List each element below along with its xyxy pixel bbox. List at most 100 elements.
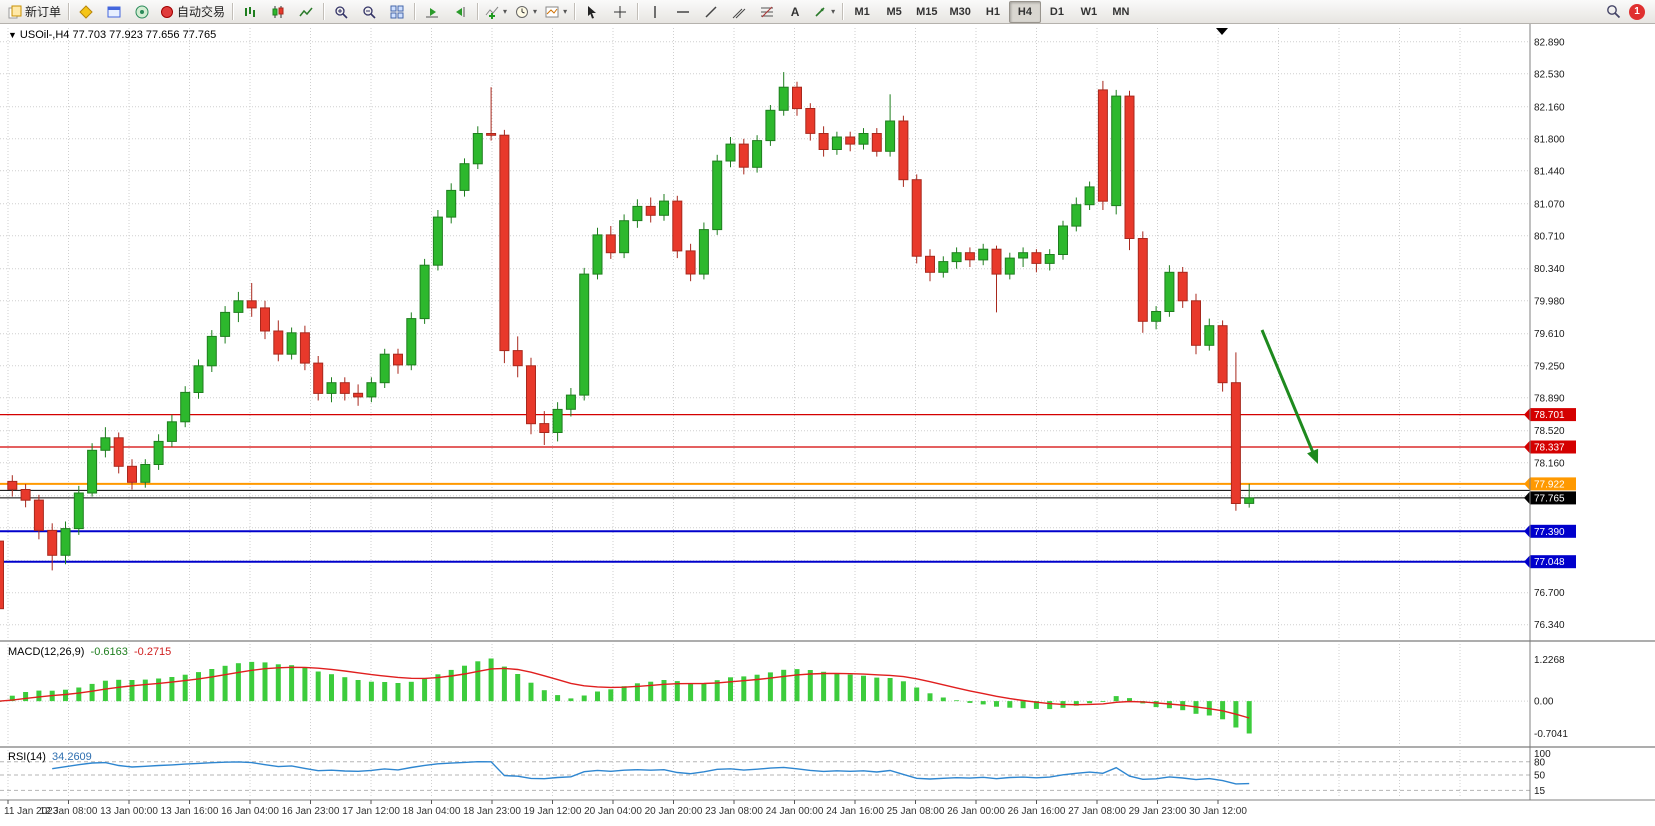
metaeditor-button[interactable] [72,1,100,23]
price-axis-label: 79.250 [1534,361,1565,372]
zoom-out-button[interactable] [355,1,383,23]
bar-chart-button[interactable] [236,1,264,23]
candlestick-chart-button[interactable] [264,1,292,23]
timeframe-mn-button[interactable]: MN [1112,5,1130,18]
candle-body [127,465,137,483]
cursor-button[interactable] [578,1,606,23]
new-order-label: 新订单 [25,5,62,19]
chart-shift-button[interactable] [446,1,474,23]
candle-body [233,300,244,313]
cursor-icon [585,5,599,19]
timeframe-h4-button[interactable]: H4 [1008,0,1041,23]
candle-body [1004,257,1015,275]
chart-marker-triangle[interactable] [1216,28,1228,35]
line-chart-icon [299,5,313,19]
rsi-label-text: RSI(14) [8,751,46,763]
time-axis-label: 26 Jan 00:00 [947,806,1005,817]
candle-body [1217,325,1228,384]
trendline-button[interactable] [697,1,725,23]
rsi-axis-label: 100 [1534,749,1551,760]
candle-body [1084,186,1095,206]
arrows-tool-button[interactable]: ▾ [809,1,839,23]
rsi-axis-label: 15 [1534,786,1546,797]
time-axis-label: 19 Jan 12:00 [524,806,582,817]
timeframe-d1-button[interactable]: D1 [1049,5,1064,18]
candle-body [100,437,111,451]
time-axis-label: 18 Jan 23:00 [463,806,521,817]
macd-label-text: MACD(12,26,9) [8,646,85,658]
navigator-icon [135,5,149,19]
toolbar-separator [414,3,416,20]
tile-windows-button[interactable] [383,1,411,23]
candle-body [260,307,270,332]
autotrading-button[interactable]: 自动交易 [156,1,229,23]
price-badge: 77.922 [1524,477,1576,491]
terminal-button[interactable] [100,1,128,23]
candle-body [366,382,377,398]
notification-badge[interactable]: 1 [1629,3,1645,20]
templates-icon [545,5,559,19]
green-arrow-annotation[interactable] [1260,329,1319,464]
candle-body [659,200,669,216]
candle-body [512,350,523,367]
candle-body [1151,311,1162,322]
candle-body [1071,204,1082,227]
zoom-in-button[interactable] [327,1,355,23]
candle-body [645,205,656,216]
candle-body [472,133,483,165]
line-chart-button[interactable] [292,1,320,23]
auto-scroll-button[interactable] [418,1,446,23]
candle-body [1244,497,1255,504]
navigator-button[interactable] [128,1,156,23]
candle-body [220,311,231,337]
text-tool-icon: A [790,4,800,19]
svg-text:77.048: 77.048 [1534,557,1565,568]
fibonacci-button[interactable] [753,1,781,23]
candle-body [818,133,829,150]
timeframe-m5-button[interactable]: M5 [886,5,902,18]
timeframe-w1-button[interactable]: W1 [1080,5,1098,18]
macd-signal-line [0,666,1250,719]
candle-body [725,143,736,162]
crosshair-button[interactable] [606,1,634,23]
macd-signal-value: -0.2715 [133,646,172,658]
svg-text:77.390: 77.390 [1534,527,1565,538]
terminal-icon [107,5,121,19]
horizontal-line-button[interactable] [669,1,697,23]
timeframe-m30-button[interactable]: M30 [949,5,971,18]
timeframe-m15-button[interactable]: M15 [916,5,938,18]
channel-button[interactable] [725,1,753,23]
metaeditor-icon [79,4,93,19]
price-badge: 78.701 [1524,408,1576,422]
indicators-button[interactable]: ▾ [481,1,511,23]
candle-body [805,108,816,134]
candle-body [180,391,191,423]
vertical-line-button[interactable] [641,1,669,23]
candle-body [632,205,643,222]
price-axis-label: 81.440 [1534,166,1565,177]
indicators-caret-icon: ▾ [503,7,508,16]
text-tool-button[interactable]: A [781,1,809,23]
candle-body [1124,95,1135,239]
timeframe-m1-button[interactable]: M1 [854,5,870,18]
candle-body [166,421,177,442]
indicators-icon [485,5,499,19]
candle-body [1018,252,1029,259]
timeframe-h1-button[interactable]: H1 [985,5,1000,18]
time-axis-label: 16 Jan 04:00 [221,806,279,817]
candle-body [925,255,935,273]
candle-body [193,365,204,393]
collapse-triangle-icon[interactable]: ▼ [8,30,17,40]
new-order-button[interactable]: 新订单 [4,1,65,23]
candle-body [60,528,71,556]
candle-body [978,248,989,261]
candle-body [1204,325,1215,346]
candle-body [964,252,975,261]
time-axis-label: 30 Jan 12:00 [1189,806,1247,817]
search-button[interactable] [1599,1,1627,23]
templates-button[interactable]: ▾ [541,1,571,23]
periods-button[interactable]: ▾ [511,1,541,23]
candle-body [738,143,749,168]
